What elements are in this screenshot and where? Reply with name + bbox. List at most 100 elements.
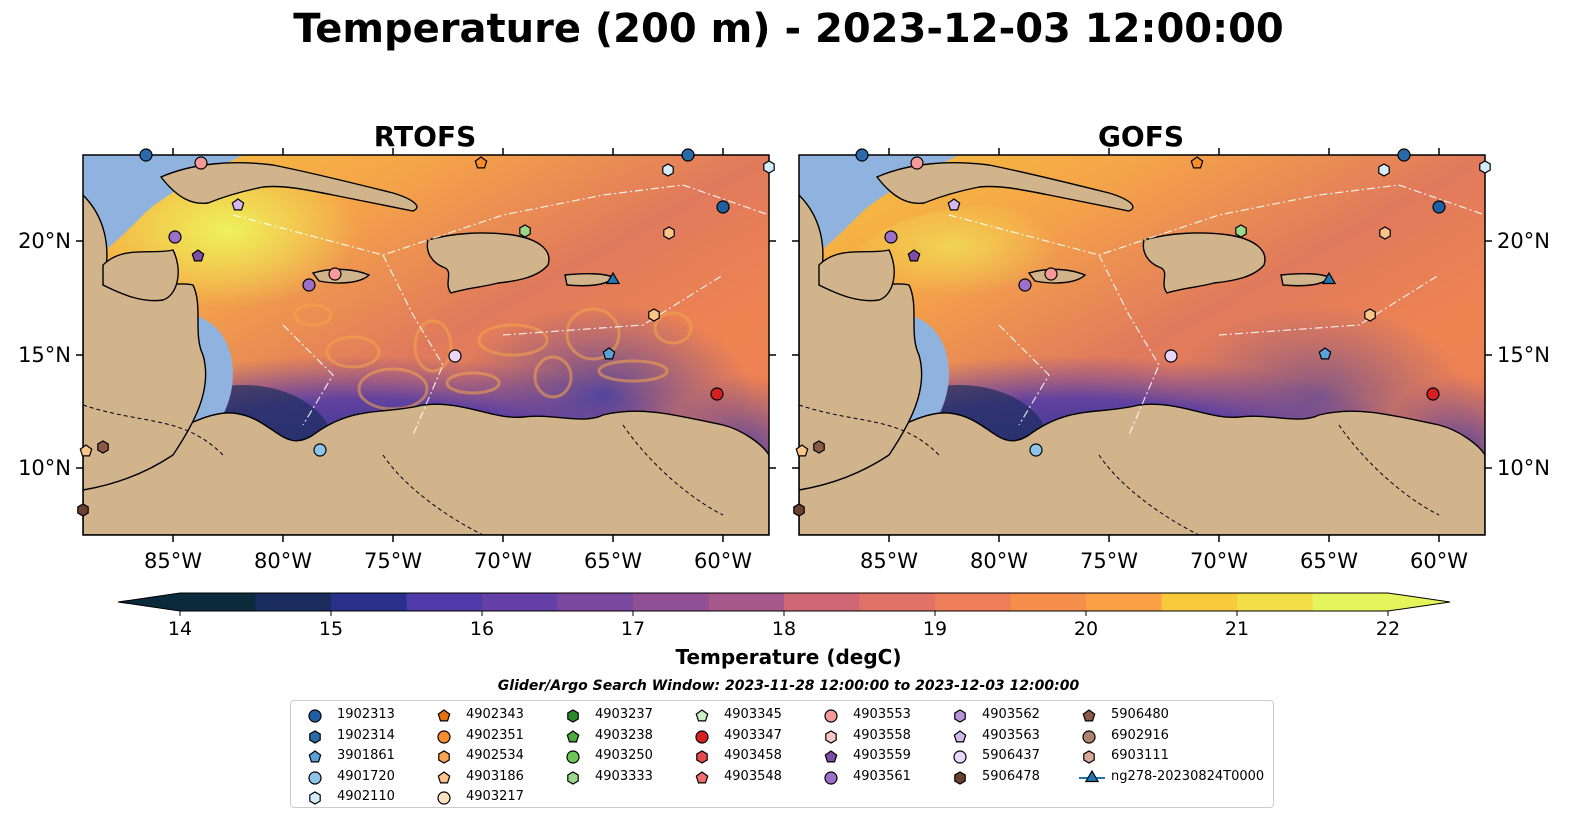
landmass [818, 249, 895, 302]
colorbar-tick-label: 20 [1074, 618, 1098, 640]
circle-marker-icon [824, 771, 838, 785]
circle-marker [953, 750, 967, 764]
float-marker [947, 198, 961, 211]
lon-tick-label: 85°W [860, 549, 918, 573]
pentagon-marker-icon [437, 771, 451, 784]
legend-label: 5906478 [982, 768, 1040, 784]
float-marker [1044, 267, 1058, 281]
legend-label: 4903562 [982, 707, 1040, 722]
float-marker [710, 387, 724, 401]
float-marker [648, 308, 660, 322]
colorbar-tick-label: 16 [470, 618, 494, 640]
pentagon-marker [437, 771, 451, 784]
legend-label: 4903558 [853, 727, 911, 743]
circle-marker-icon [566, 750, 580, 764]
landmass [875, 162, 1134, 212]
circle-marker-icon [695, 729, 709, 744]
float-marker [328, 267, 342, 281]
legend-label: 4903559 [853, 748, 911, 764]
glider-marker-icon [1079, 769, 1105, 782]
colorbar-bin [557, 593, 634, 611]
colorbar-tick-label: 14 [168, 618, 192, 640]
circle-marker-icon [308, 709, 322, 723]
pentagon-marker-icon [695, 709, 709, 722]
circle-marker [695, 729, 709, 744]
legend-label: 4903217 [466, 789, 524, 805]
hexagon-marker [825, 729, 837, 744]
float-marker [1378, 163, 1390, 177]
float-marker [1426, 387, 1440, 401]
lon-tick-label: 75°W [364, 549, 422, 573]
float-marker [231, 198, 245, 211]
float-marker [313, 443, 327, 457]
hexagon-marker [309, 729, 321, 744]
pentagon-marker [1082, 709, 1096, 722]
float-marker [1379, 226, 1391, 240]
panel-title-gofs: GOFS [1097, 120, 1185, 153]
float-marker [795, 444, 809, 457]
float-marker [1397, 148, 1411, 162]
pentagon-marker [308, 750, 322, 763]
colorbar-bin [1237, 593, 1313, 611]
pentagon-marker [437, 709, 451, 722]
legend-label: 4903548 [724, 768, 782, 784]
float-marker [605, 271, 621, 285]
legend-label: 6903111 [1111, 748, 1169, 764]
legend-label: 4902534 [466, 748, 524, 764]
float-marker [793, 503, 805, 517]
hexagon-marker-icon [1083, 750, 1095, 764]
legend-label: 4903347 [724, 727, 782, 743]
hexagon-marker [696, 750, 708, 764]
pentagon-marker-icon [1082, 709, 1096, 722]
float-marker [1018, 278, 1032, 292]
legend-label: 4903238 [595, 727, 653, 743]
colorbar-tick-label: 18 [772, 618, 796, 640]
hexagon-marker-icon [309, 791, 321, 806]
float-marker [519, 224, 531, 238]
circle-marker [1082, 729, 1096, 744]
hexagon-marker [567, 709, 579, 723]
float-marker [1479, 160, 1491, 174]
lon-tick-label: 85°W [144, 549, 202, 573]
landmass [159, 162, 418, 212]
hexagon-marker [954, 709, 966, 723]
float-marker [1190, 156, 1204, 169]
legend-label: 5906480 [1111, 707, 1169, 722]
legend-label: ng278-20230824T0000 [1111, 768, 1265, 784]
float-marker [884, 230, 898, 244]
colorbar-bin [255, 593, 332, 611]
legend-label: 4902110 [337, 789, 395, 805]
float-marker [681, 148, 695, 162]
map-rtofs: 85°W 80°W 75°W 70°W 65°W 60°W 20°N 15°N 10°N [18, 148, 776, 573]
pentagon-marker-icon [824, 750, 838, 763]
map-gofs: 85°W 80°W 75°W 70°W 65°W 60°W 20°N 15°N 10°N [792, 148, 1550, 573]
colorbar-bin [633, 593, 709, 611]
lon-tick-label: 60°W [694, 549, 752, 573]
lat-tick-label: 20°N [1497, 229, 1550, 253]
panel-title-rtofs: RTOFS [373, 120, 477, 153]
pentagon-marker [695, 709, 709, 722]
colorbar-bin [406, 593, 483, 611]
float-marker [97, 440, 109, 454]
float-marker [168, 230, 182, 244]
colorbar-bin [859, 593, 936, 611]
colorbar-label: Temperature (degC) [675, 645, 902, 669]
float-marker [813, 440, 825, 454]
figure-title: Temperature (200 m) - 2023-12-03 12:00:0… [293, 6, 1284, 52]
colorbar-tick-label: 15 [319, 618, 343, 640]
colorbar-bin [784, 593, 860, 611]
colorbar-bin [331, 593, 407, 611]
float-marker [1318, 347, 1332, 360]
circle-marker-icon [437, 791, 451, 805]
legend-label: 4902343 [466, 707, 524, 722]
hexagon-marker-icon [567, 709, 579, 723]
lon-tick-label: 65°W [584, 549, 642, 573]
float-marker [302, 278, 316, 292]
float-marker [910, 156, 924, 170]
float-marker [602, 347, 616, 360]
colorbar-bin [1010, 593, 1087, 611]
colorbar-tick-label: 22 [1376, 618, 1400, 640]
lon-tick-label: 75°W [1080, 549, 1138, 573]
pentagon-marker [566, 729, 580, 743]
circle-marker-icon [824, 709, 838, 723]
